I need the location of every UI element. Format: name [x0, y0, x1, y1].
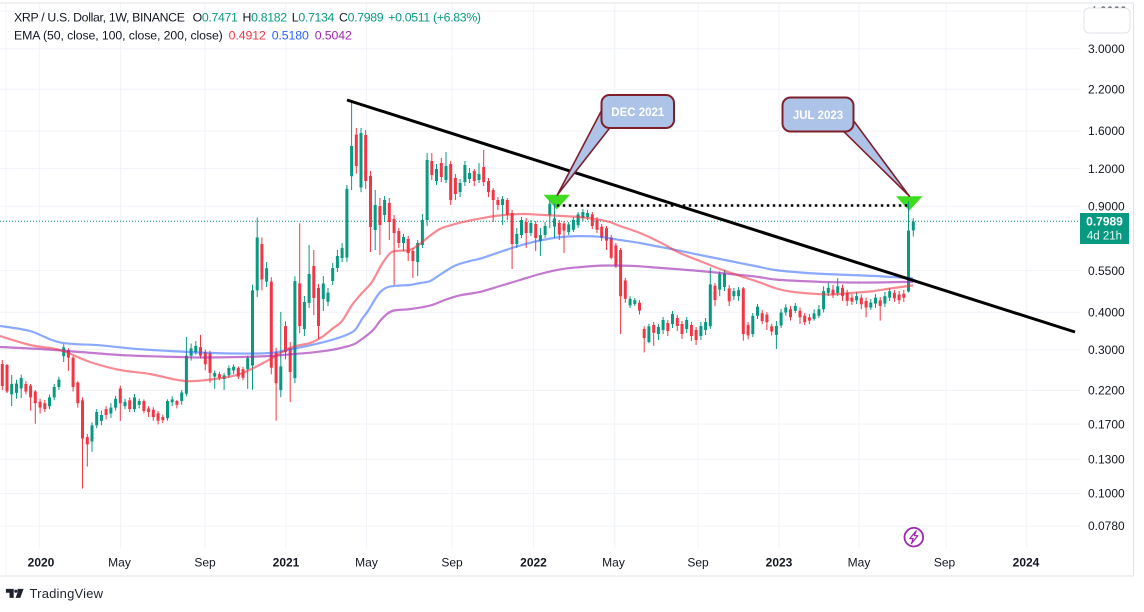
svg-text:2023: 2023 — [766, 556, 793, 570]
svg-text:XRP / U.S. Dollar, 1W, BINANCE: XRP / U.S. Dollar, 1W, BINANCE O0.7471 H0.… — [14, 11, 481, 25]
svg-text:May: May — [355, 556, 378, 570]
svg-text:TradingView: TradingView — [30, 586, 104, 601]
svg-text:DEC 2021: DEC 2021 — [611, 107, 665, 119]
svg-text:Sep: Sep — [934, 556, 956, 570]
svg-text:May: May — [108, 556, 131, 570]
svg-text:JUL 2023: JUL 2023 — [793, 110, 843, 122]
svg-text:Sep: Sep — [194, 556, 216, 570]
svg-text:3.0000: 3.0000 — [1088, 42, 1125, 56]
svg-text:0.1300: 0.1300 — [1088, 452, 1125, 466]
svg-text:Sep: Sep — [441, 556, 463, 570]
svg-text:May: May — [602, 556, 625, 570]
svg-text:1.6000: 1.6000 — [1088, 124, 1125, 138]
svg-text:2024: 2024 — [1013, 556, 1040, 570]
svg-text:2022: 2022 — [520, 556, 547, 570]
svg-text:0.1700: 0.1700 — [1088, 417, 1125, 431]
svg-text:0.3000: 0.3000 — [1088, 343, 1125, 357]
svg-text:May: May — [848, 556, 871, 570]
svg-text:0.2200: 0.2200 — [1088, 384, 1125, 398]
svg-text:Sep: Sep — [687, 556, 709, 570]
svg-text:0.5500: 0.5500 — [1088, 264, 1125, 278]
svg-text:4d 21h: 4d 21h — [1087, 231, 1122, 243]
svg-text:EMA (50, close, 100, close, 20: EMA (50, close, 100, close, 200, close) 0… — [14, 29, 352, 43]
svg-text:0.1000: 0.1000 — [1088, 487, 1125, 501]
svg-text:0.7989: 0.7989 — [1086, 215, 1123, 229]
svg-text:0.9000: 0.9000 — [1088, 199, 1125, 213]
svg-text:0.0780: 0.0780 — [1088, 519, 1125, 533]
svg-text:0.4000: 0.4000 — [1088, 305, 1125, 319]
svg-text:1.2000: 1.2000 — [1088, 162, 1125, 176]
svg-text:2021: 2021 — [273, 556, 300, 570]
svg-text:2020: 2020 — [28, 556, 55, 570]
svg-text:2.2000: 2.2000 — [1088, 83, 1125, 97]
